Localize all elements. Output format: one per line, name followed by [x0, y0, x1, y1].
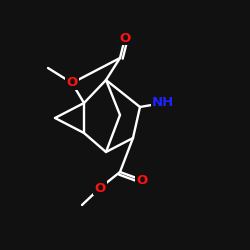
Text: O: O	[94, 182, 106, 194]
Text: O: O	[136, 174, 147, 186]
Text: NH: NH	[152, 96, 174, 110]
Text: O: O	[120, 32, 130, 44]
Text: O: O	[66, 76, 78, 90]
